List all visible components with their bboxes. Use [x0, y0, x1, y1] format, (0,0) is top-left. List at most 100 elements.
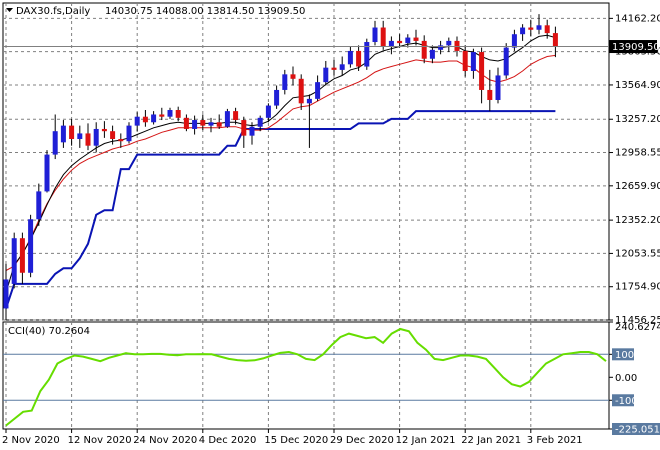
candle-body: [126, 125, 132, 142]
candle-body: [528, 27, 534, 30]
cci-axis-label: -100: [615, 396, 638, 407]
date-axis-label: 12 Jan 2021: [396, 435, 456, 446]
candle-body: [175, 110, 181, 118]
candle-body: [315, 82, 321, 99]
candle-body: [487, 89, 493, 100]
candle-body: [405, 37, 411, 44]
price-axis-label: 12053.55: [615, 248, 660, 259]
candle-body: [11, 238, 17, 284]
candle-body: [28, 219, 34, 273]
candle-body: [347, 50, 353, 65]
candle-body: [274, 89, 280, 106]
candle-body: [339, 64, 345, 70]
candle-body: [380, 27, 386, 47]
candle-body: [446, 40, 452, 46]
candle-body: [470, 52, 476, 71]
candle-body: [85, 133, 91, 146]
candle-body: [151, 114, 157, 123]
candle-body: [306, 98, 312, 104]
cci-axis-label: -225.0517: [615, 425, 660, 436]
candle-body: [257, 117, 263, 127]
candle-body: [265, 105, 271, 118]
candle-body: [167, 110, 173, 117]
candle-body: [118, 138, 124, 142]
candle-body: [69, 125, 75, 139]
axis-layer: 14162.2013863.5013564.9013257.2012958.55…: [2, 13, 660, 446]
candle-body: [331, 67, 337, 70]
cci-axis-label: 240.6274: [615, 322, 660, 333]
candle-body: [44, 154, 50, 192]
price-axis-label: 11456.25: [615, 315, 660, 326]
candle-body: [356, 50, 362, 67]
candle-body: [19, 238, 25, 273]
candle-body: [208, 122, 214, 126]
candle-body: [241, 120, 247, 136]
candle-body: [462, 50, 468, 71]
date-axis-label: 2 Nov 2020: [2, 435, 60, 446]
price-axis-label: 13564.90: [615, 80, 660, 91]
candle-body: [3, 279, 9, 309]
candle-body: [413, 37, 419, 41]
date-axis-label: 24 Nov 2020: [133, 435, 197, 446]
candle-body: [429, 49, 435, 59]
candle-body: [282, 74, 288, 90]
candle-body: [93, 128, 99, 146]
candle-body: [233, 111, 239, 121]
price-axis-label: 13257.20: [615, 114, 660, 125]
candle-body: [323, 67, 329, 83]
date-axis-label: 12 Nov 2020: [68, 435, 132, 446]
date-axis-label: 4 Dec 2020: [199, 435, 257, 446]
candle-body: [438, 45, 444, 50]
candle-body: [192, 120, 198, 129]
candle-body: [388, 40, 394, 47]
candle-body: [200, 120, 206, 126]
candle-body: [110, 131, 116, 139]
candle-body: [511, 34, 517, 48]
cci-label: CCI(40) 70.2604: [8, 326, 90, 337]
cci-level-tag: [612, 348, 634, 361]
date-axis-label: 15 Dec 2020: [264, 435, 328, 446]
candle-body: [142, 116, 148, 123]
candle-body: [159, 114, 165, 117]
candle-body: [249, 126, 255, 136]
candle-body: [536, 25, 542, 30]
price-axis-label: 14162.20: [615, 13, 660, 24]
candle-body: [298, 78, 304, 104]
price-axis-label: 12659.90: [615, 181, 660, 192]
candle-body: [454, 40, 460, 51]
candle-body: [544, 25, 550, 34]
candle-body: [372, 27, 378, 43]
cci-line: [5, 327, 607, 427]
candle-body: [397, 40, 403, 44]
candle-body: [60, 125, 66, 143]
candle-body: [224, 111, 230, 127]
cci-series-layer: [3, 327, 609, 427]
candle-body: [364, 42, 370, 67]
symbol-dropdown-icon[interactable]: [6, 8, 13, 12]
candle-body: [52, 131, 58, 155]
candle-body: [134, 116, 140, 126]
candle-body: [77, 133, 83, 139]
price-axis-label: 12958.55: [615, 148, 660, 159]
candle-body: [421, 40, 427, 59]
price-axis-label: 11754.90: [615, 282, 660, 293]
candle-body: [520, 27, 526, 35]
symbol-label: DAX30.fs,Daily: [16, 6, 90, 17]
candle-body: [290, 74, 296, 79]
date-axis-label: 3 Feb 2021: [527, 435, 583, 446]
cci-level-tag: [612, 394, 634, 407]
current-price-text: 13909.50: [612, 42, 660, 53]
candle-body: [216, 122, 222, 127]
cci-axis-label: 100: [615, 350, 634, 361]
date-axis-label: 29 Dec 2020: [330, 435, 394, 446]
date-axis-label: 22 Jan 2021: [461, 435, 521, 446]
price-axis-label: 12352.20: [615, 215, 660, 226]
candle-body: [495, 75, 501, 100]
candle-body: [552, 33, 558, 47]
candle-body: [36, 191, 42, 220]
candle-body: [101, 128, 107, 132]
ohlc-values: 14030.75 14088.00 13814.50 13909.50: [105, 6, 305, 17]
current-price-tag: [609, 40, 657, 54]
cci-axis-label: 0.00: [615, 373, 637, 384]
